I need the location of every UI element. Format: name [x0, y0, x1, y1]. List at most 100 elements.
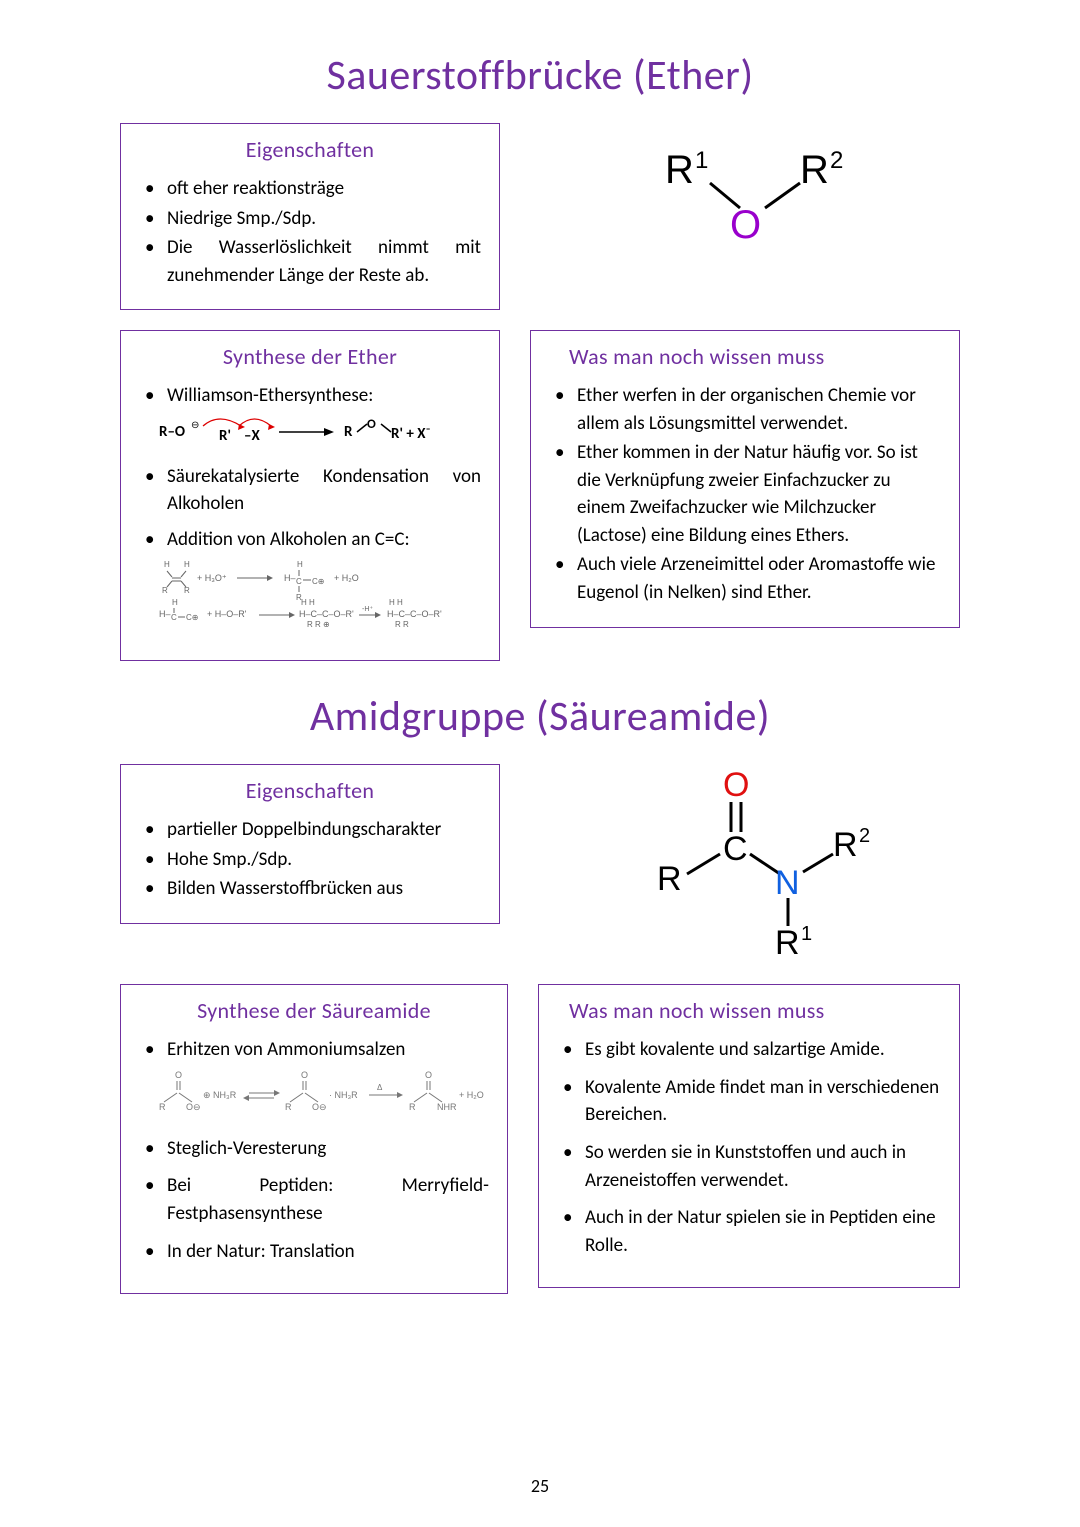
ether-structure: R 1 O R 2: [530, 123, 960, 273]
svg-text:R: R: [409, 1102, 416, 1112]
list-item: Bilden Wasserstoffbrücken aus: [139, 875, 481, 903]
list-item: Bei Peptiden: Merryfield-Festphasensynth…: [139, 1172, 489, 1227]
svg-text:O⊖: O⊖: [186, 1102, 201, 1112]
ether-synth-list: Williamson-Ethersynthese:: [139, 382, 481, 410]
ether-section: Sauerstoffbrücke (Ether) Eigenschaften o…: [120, 50, 960, 661]
amid-wissen-box: Was man noch wissen muss Es gibt kovalen…: [538, 984, 960, 1288]
svg-text:O: O: [367, 417, 376, 432]
ether-row-1: Eigenschaften oft eher reaktionsträge Ni…: [120, 123, 960, 310]
list-item: oft eher reaktionsträge: [139, 175, 481, 203]
svg-text:+ H₃O⁺: + H₃O⁺: [197, 573, 227, 583]
svg-text:⊕ NH₃R: ⊕ NH₃R: [203, 1090, 237, 1100]
svg-text:H: H: [297, 560, 303, 569]
ether-props-box: Eigenschaften oft eher reaktionsträge Ni…: [120, 123, 500, 310]
svg-text:+ H₂O: + H₂O: [334, 573, 359, 583]
amid-synth-box: Synthese der Säureamide Erhitzen von Amm…: [120, 984, 508, 1294]
svg-text:R: R: [344, 423, 353, 441]
svg-text:–X: –X: [244, 427, 260, 445]
amid-structure: O C R N R 2 R 1: [530, 764, 960, 964]
list-item: In der Natur: Translation: [139, 1238, 489, 1266]
r1-label: R: [665, 148, 694, 192]
amid-row-1: Eigenschaften partieller Doppelbindungsc…: [120, 764, 960, 964]
r-label: R: [657, 860, 682, 898]
svg-text:H–: H–: [159, 609, 171, 619]
svg-text:R: R: [285, 1102, 292, 1112]
page-number: 25: [0, 1475, 1080, 1497]
list-item: Auch viele Arzeneimittel oder Aromastoff…: [549, 551, 941, 606]
list-item: Erhitzen von Ammoniumsalzen: [139, 1036, 489, 1064]
ether-structure-svg: R 1 O R 2: [615, 138, 875, 258]
svg-text:R R ⊕: R R ⊕: [307, 620, 330, 627]
svg-text:Δ: Δ: [377, 1083, 383, 1092]
amid-row-2: Synthese der Säureamide Erhitzen von Amm…: [120, 984, 960, 1294]
ammonium-rxn: O R O⊖ ⊕ NH₃R O: [139, 1068, 489, 1125]
amid-props-list: partieller Doppelbindungscharakter Hohe …: [139, 816, 481, 903]
svg-text:R–O: R–O: [159, 423, 185, 441]
amid-structure-svg: O C R N R 2 R 1: [615, 764, 875, 964]
list-item: Ether werfen in der organischen Chemie v…: [549, 382, 941, 437]
ether-synth-list-2: Säurekatalysierte Kondensation von Alkoh…: [139, 463, 481, 518]
ether-synth-list-3: Addition von Alkoholen an C=C:: [139, 526, 481, 554]
svg-text:H H: H H: [389, 598, 403, 607]
svg-text:O: O: [425, 1070, 432, 1080]
svg-text:R: R: [162, 586, 168, 595]
list-item: Hohe Smp./Sdp.: [139, 846, 481, 874]
svg-text:R R: R R: [395, 620, 409, 627]
svg-text:H: H: [184, 560, 190, 569]
list-item: Die Wasserlöslichkeit nimmt mit zunehmen…: [139, 234, 481, 289]
ether-wissen-list: Ether werfen in der organischen Chemie v…: [549, 382, 941, 606]
list-item: Kovalente Amide findet man in verschiede…: [557, 1074, 941, 1129]
svg-text:R' + X⁻: R' + X⁻: [391, 425, 431, 443]
amid-title: Amidgruppe (Säureamide): [120, 691, 960, 742]
ether-title: Sauerstoffbrücke (Ether): [120, 50, 960, 101]
r1-sup: 1: [801, 923, 812, 945]
ether-wissen-heading: Was man noch wissen muss: [549, 343, 941, 370]
addition-rxn: H H R R + H₃O⁺ H– H C: [139, 557, 481, 632]
ether-synth-box: Synthese der Ether Williamson-Ethersynth…: [120, 330, 500, 661]
n-label: N: [775, 864, 800, 902]
svg-text:R': R': [219, 427, 231, 445]
svg-text:O⊖: O⊖: [312, 1102, 327, 1112]
ether-props-heading: Eigenschaften: [139, 136, 481, 163]
o-label: O: [723, 766, 749, 804]
svg-text:R: R: [159, 1102, 166, 1112]
ether-props-list: oft eher reaktionsträge Niedrige Smp./Sd…: [139, 175, 481, 289]
o-label: O: [730, 203, 761, 247]
amid-synth-list: Erhitzen von Ammoniumsalzen: [139, 1036, 489, 1064]
r2-label: R: [833, 826, 858, 864]
svg-text:C⊕: C⊕: [186, 613, 198, 622]
r1-label: R: [775, 924, 800, 962]
ether-wissen-box: Was man noch wissen muss Ether werfen in…: [530, 330, 960, 627]
list-item: Auch in der Natur spielen sie in Peptide…: [557, 1204, 941, 1259]
svg-text:NHR: NHR: [437, 1102, 457, 1112]
r2-label: R: [800, 148, 829, 192]
williamson-rxn: R–O ⊖ R' –X R O R' + X⁻: [139, 414, 481, 453]
r1-sup: 1: [695, 147, 708, 174]
svg-text:C⊕: C⊕: [312, 577, 324, 586]
list-item: Steglich-Veresterung: [139, 1135, 489, 1163]
ether-synth-heading: Synthese der Ether: [139, 343, 481, 370]
amid-section: Amidgruppe (Säureamide) Eigenschaften pa…: [120, 691, 960, 1294]
list-item: Ether kommen in der Natur häufig vor. So…: [549, 439, 941, 549]
list-item: Säurekatalysierte Kondensation von Alkoh…: [139, 463, 481, 518]
amid-props-heading: Eigenschaften: [139, 777, 481, 804]
amid-synth-list-2: Steglich-Veresterung Bei Peptiden: Merry…: [139, 1135, 489, 1265]
svg-text:O: O: [175, 1070, 182, 1080]
list-item: Addition von Alkoholen an C=C:: [139, 526, 481, 554]
c-label: C: [723, 830, 748, 868]
r2-sup: 2: [830, 147, 843, 174]
svg-text:C: C: [296, 577, 302, 586]
r2-sup: 2: [859, 825, 870, 847]
list-item: So werden sie in Kunststoffen und auch i…: [557, 1139, 941, 1194]
svg-text:-H⁺: -H⁺: [362, 606, 373, 613]
amid-wissen-list: Es gibt kovalente und salzartige Amide. …: [557, 1036, 941, 1259]
list-item: Niedrige Smp./Sdp.: [139, 205, 481, 233]
svg-text:+ H₂O: + H₂O: [459, 1090, 484, 1100]
svg-text:H–C–C–O–R': H–C–C–O–R': [387, 609, 442, 619]
list-item: Williamson-Ethersynthese:: [139, 382, 481, 410]
svg-text:+ H–O–R': + H–O–R': [207, 609, 247, 619]
svg-text:H: H: [172, 598, 178, 607]
svg-text:· NH₃R: · NH₃R: [329, 1090, 358, 1100]
svg-text:R: R: [184, 586, 190, 595]
svg-text:H H: H H: [301, 598, 315, 607]
